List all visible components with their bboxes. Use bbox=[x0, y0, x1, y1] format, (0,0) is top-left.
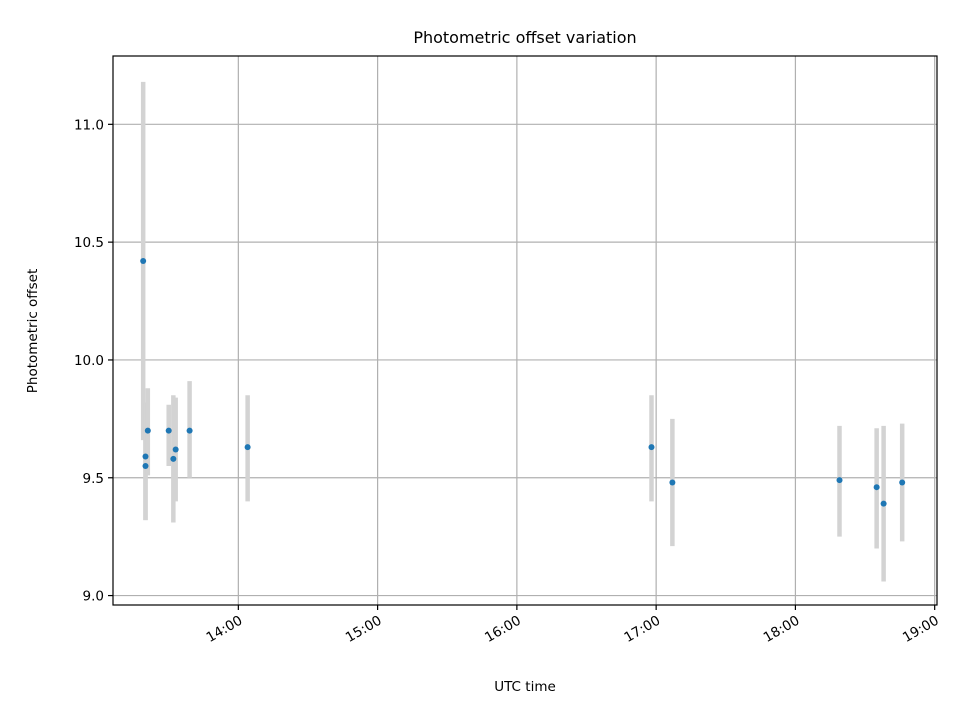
data-point bbox=[669, 479, 676, 486]
data-point bbox=[880, 500, 887, 507]
y-axis-label: Photometric offset bbox=[25, 269, 41, 393]
data-point bbox=[165, 427, 172, 434]
data-points bbox=[140, 257, 906, 507]
data-point bbox=[648, 444, 655, 451]
data-point bbox=[172, 446, 179, 453]
data-point bbox=[142, 462, 149, 469]
data-point bbox=[244, 444, 251, 451]
y-tick-label: 11.0 bbox=[74, 117, 104, 133]
data-point bbox=[170, 455, 177, 462]
y-axis-ticks: 9.0 9.5 10.0 10.5 11.0 bbox=[74, 117, 113, 605]
data-point bbox=[144, 427, 151, 434]
plot-frame bbox=[112, 55, 938, 606]
x-axis-label: UTC time bbox=[494, 679, 556, 695]
y-tick-label: 9.0 bbox=[83, 589, 104, 605]
chart-title: Photometric offset variation bbox=[413, 28, 636, 47]
data-point bbox=[836, 477, 843, 484]
y-tick-label: 10.0 bbox=[74, 353, 104, 369]
data-point bbox=[142, 453, 149, 460]
data-point bbox=[899, 479, 906, 486]
data-point bbox=[186, 427, 193, 434]
data-point bbox=[140, 257, 147, 264]
y-tick-label: 9.5 bbox=[83, 471, 104, 487]
grid bbox=[113, 56, 937, 605]
data-point bbox=[873, 484, 880, 491]
y-tick-label: 10.5 bbox=[74, 235, 104, 251]
